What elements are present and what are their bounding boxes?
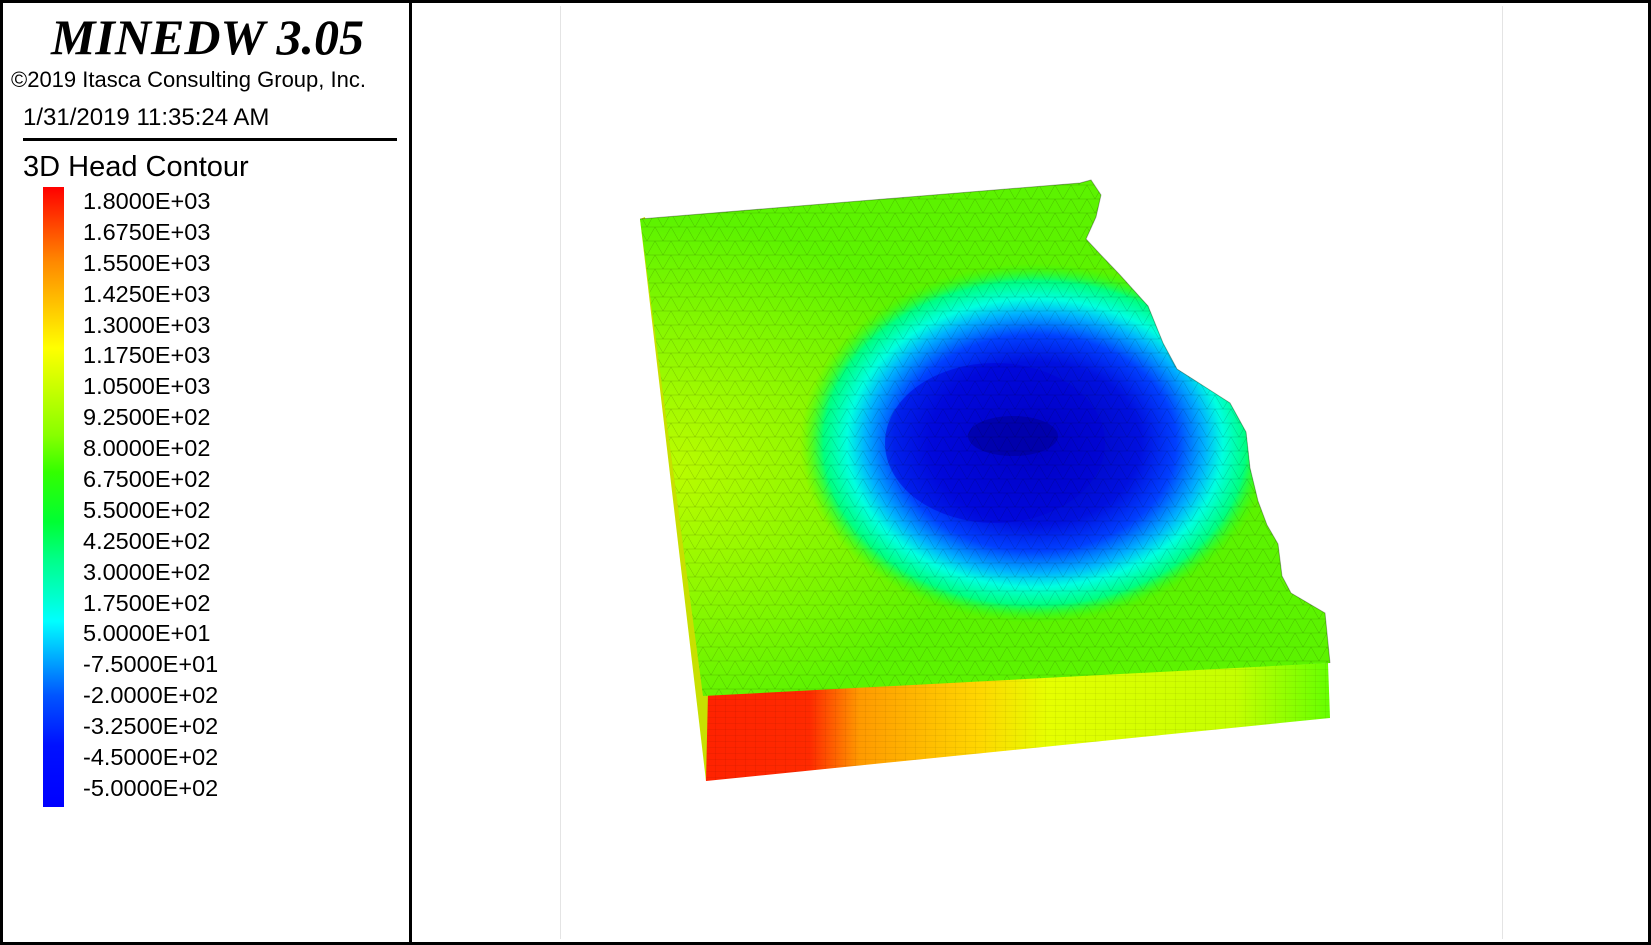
legend-value: 8.0000E+02 xyxy=(83,435,211,462)
legend-value: 4.2500E+02 xyxy=(83,527,211,554)
legend-value: -3.2500E+02 xyxy=(83,713,219,740)
copyright-text: ©2019 Itasca Consulting Group, Inc. xyxy=(11,67,366,92)
viewport-guide-line-right xyxy=(1502,6,1503,939)
legend-value: 5.0000E+01 xyxy=(83,620,211,647)
color-scale-bar xyxy=(43,187,64,807)
legend-value: 1.4250E+03 xyxy=(83,280,211,307)
legend-value: -7.5000E+01 xyxy=(83,651,219,678)
timestamp: 1/31/2019 11:35:24 AM xyxy=(23,104,270,131)
legend-value: 1.7500E+02 xyxy=(83,589,211,616)
legend-value: 9.2500E+02 xyxy=(83,404,211,431)
legend-value: 1.8000E+03 xyxy=(83,188,211,214)
legend-divider xyxy=(23,138,397,141)
legend-value: 5.5000E+02 xyxy=(83,496,211,523)
legend-panel: MINEDW 3.05 ©2019 Itasca Consulting Grou… xyxy=(3,3,412,942)
legend-value: 3.0000E+02 xyxy=(83,558,211,585)
legend-value-list: 1.8000E+03 1.6750E+03 1.5500E+03 1.4250E… xyxy=(83,186,403,804)
3d-model-viewport[interactable] xyxy=(415,3,1648,942)
legend-value: -4.5000E+02 xyxy=(83,744,219,771)
legend-value: -5.0000E+02 xyxy=(83,774,219,801)
legend-value: 1.3000E+03 xyxy=(83,311,211,338)
legend-value: -2.0000E+02 xyxy=(83,682,219,709)
model-left-side-face xyxy=(640,217,708,781)
head-contour-model[interactable] xyxy=(415,3,1648,942)
model-top-surface xyxy=(640,180,1330,696)
app-title: MINEDW 3.05 xyxy=(50,9,365,65)
legend-value: 1.1750E+03 xyxy=(83,342,211,369)
legend-value: 1.6750E+03 xyxy=(83,218,211,245)
legend-title: 3D Head Contour xyxy=(23,151,249,183)
viewport-guide-line-left xyxy=(560,6,561,939)
legend-value: 1.5500E+03 xyxy=(83,249,211,276)
legend-value: 1.0500E+03 xyxy=(83,373,211,400)
legend-value: 6.7500E+02 xyxy=(83,466,211,493)
